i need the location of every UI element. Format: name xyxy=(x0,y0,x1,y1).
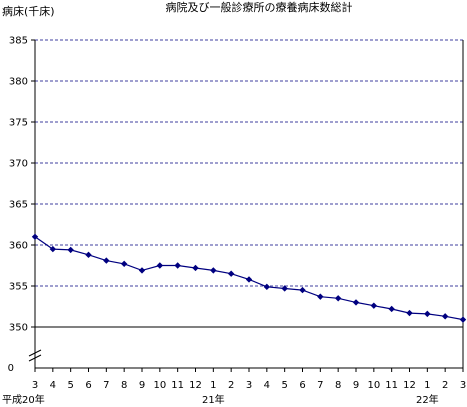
y-tick-label: 355 xyxy=(9,282,28,293)
data-point xyxy=(388,305,395,313)
y-tick-label: 370 xyxy=(9,159,28,170)
data-point xyxy=(85,251,92,259)
data-point xyxy=(67,246,74,254)
x-tick-label: 12 xyxy=(403,380,416,391)
x-tick-label: 4 xyxy=(264,380,270,391)
data-point xyxy=(31,233,39,240)
x-tick-label: 3 xyxy=(246,380,252,391)
x-tick-label: 3 xyxy=(32,380,38,391)
data-point xyxy=(370,302,378,309)
data-point xyxy=(120,260,128,268)
x-tick-label: 9 xyxy=(139,380,145,391)
y-tick-label: 365 xyxy=(9,200,28,211)
x-tick-label: 5 xyxy=(281,380,287,391)
x-tick-label: 7 xyxy=(103,380,109,391)
data-point xyxy=(281,285,288,292)
y-tick-label: 380 xyxy=(9,77,28,88)
data-point xyxy=(317,293,324,300)
x-tick-label: 8 xyxy=(335,380,341,391)
y-tick-label: 385 xyxy=(9,36,28,47)
x-tick-label: 11 xyxy=(171,380,184,391)
data-point xyxy=(334,295,342,302)
grid-lines xyxy=(31,39,463,328)
year-label: 21年 xyxy=(202,393,225,406)
data-point xyxy=(245,276,253,283)
x-tick-label: 2 xyxy=(228,380,234,391)
x-tick-label: 5 xyxy=(67,380,73,391)
data-point xyxy=(299,286,306,294)
y-tick-label: 360 xyxy=(9,241,28,252)
x-tick-label: 1 xyxy=(210,380,216,391)
data-point xyxy=(406,309,413,317)
x-tick-label: 1 xyxy=(424,380,430,391)
data-point xyxy=(192,264,199,272)
x-tick-label: 8 xyxy=(121,380,127,391)
x-tick-labels: 3 4 5 6 7 8 9 10 11 12 1 2 3 4 5 6 7 8 9 10 11 12 1 2 3 xyxy=(32,368,466,391)
x-tick-label: 2 xyxy=(442,380,448,391)
data-point xyxy=(174,262,181,269)
x-tick-label: 3 xyxy=(460,380,466,391)
y-tick-labels: 350 355 360 365 370 375 380 385 xyxy=(9,36,28,334)
y-axis-zero-label: 0 xyxy=(8,363,14,374)
data-point xyxy=(156,262,164,269)
data-point xyxy=(49,245,57,253)
x-tick-label: 4 xyxy=(50,380,56,391)
x-tick-label: 7 xyxy=(317,380,323,391)
data-point xyxy=(263,283,271,291)
axis-break-marker xyxy=(28,349,42,362)
x-tick-label: 9 xyxy=(353,380,359,391)
y-axis-label: 病床(千床) xyxy=(2,4,55,18)
year-labels: 平成20年 21年 22年 xyxy=(2,393,439,406)
year-label: 平成20年 xyxy=(2,393,45,406)
data-point xyxy=(441,313,449,320)
data-point xyxy=(352,299,360,306)
data-point xyxy=(103,257,110,264)
x-tick-label: 10 xyxy=(153,380,166,391)
x-tick-label: 6 xyxy=(299,380,305,391)
year-label: 22年 xyxy=(416,393,439,406)
data-point xyxy=(227,270,235,277)
chart-title: 病院及び一般診療所の療養病床数総計 xyxy=(166,0,353,14)
data-point xyxy=(210,267,217,274)
data-point xyxy=(424,310,431,318)
x-tick-label: 12 xyxy=(189,380,202,391)
y-tick-label: 350 xyxy=(9,323,28,334)
data-point xyxy=(459,316,467,323)
x-tick-label: 10 xyxy=(367,380,380,391)
series-0 xyxy=(31,233,467,323)
data-point xyxy=(138,267,146,274)
y-tick-label: 375 xyxy=(9,118,28,129)
x-tick-label: 6 xyxy=(85,380,91,391)
x-tick-label: 11 xyxy=(385,380,398,391)
